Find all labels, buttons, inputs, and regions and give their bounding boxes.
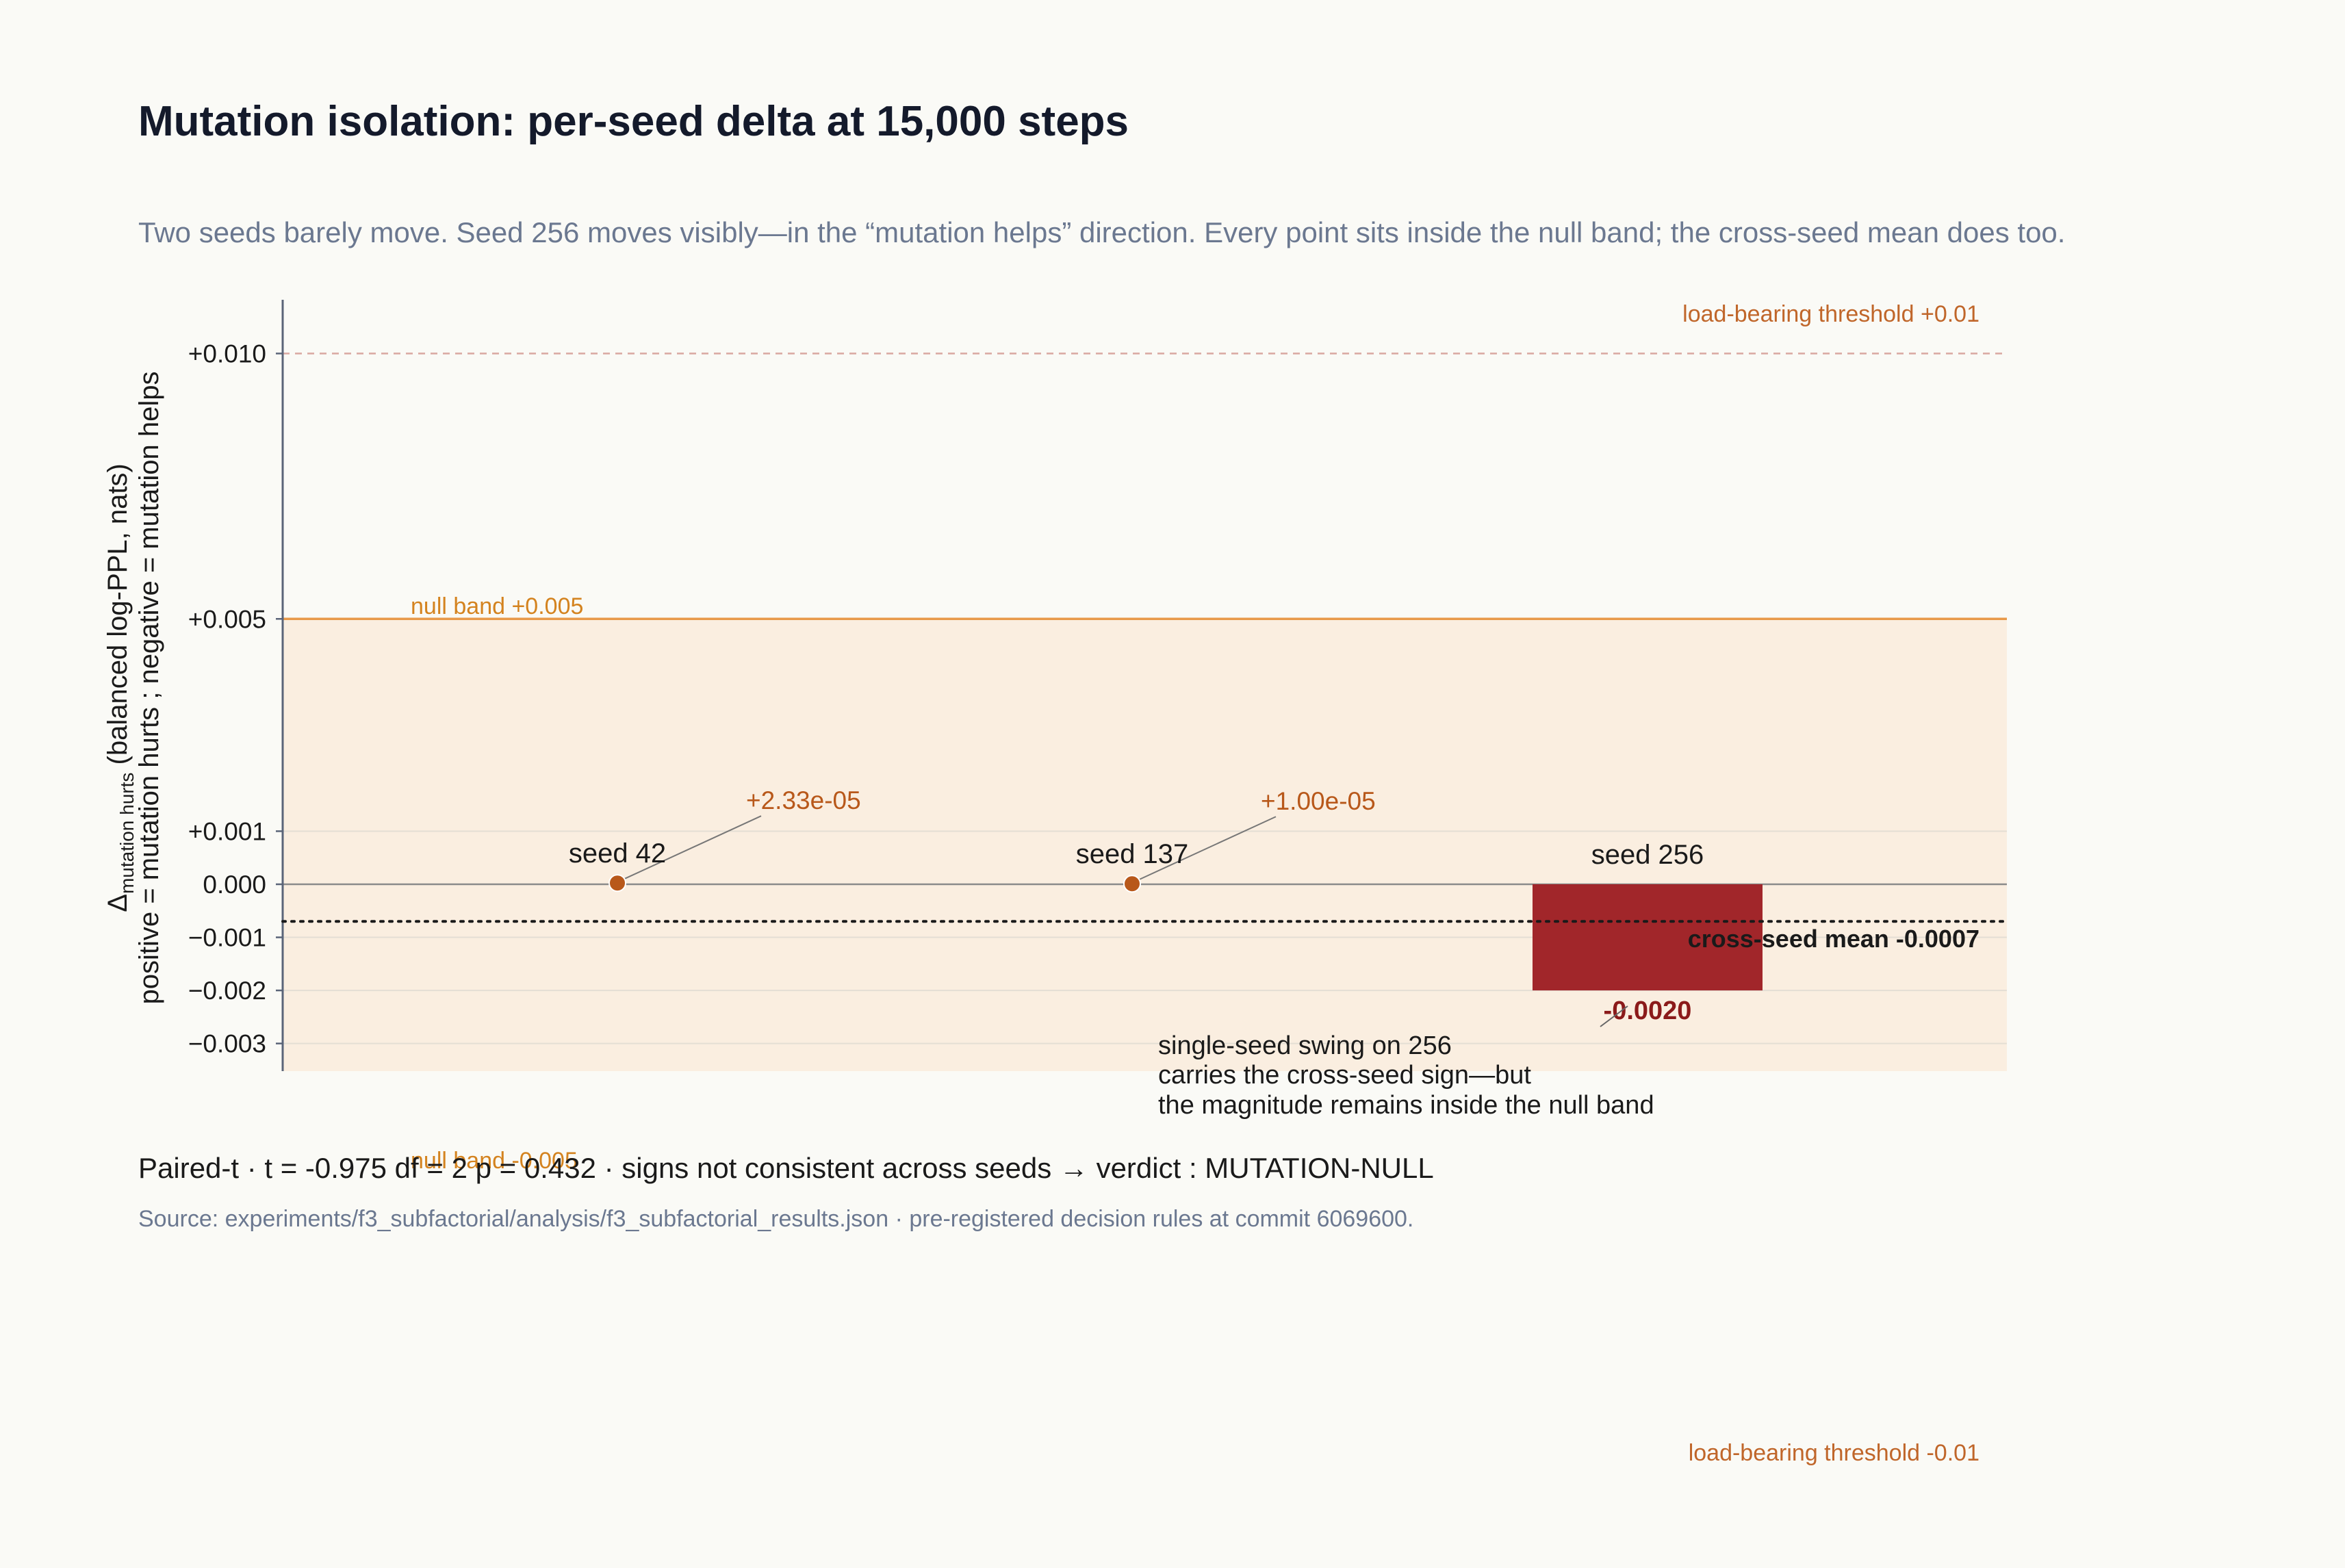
cross-seed-mean-label: cross-seed mean -0.0007 bbox=[1688, 925, 1979, 953]
y-axis-label-delta: Δ bbox=[103, 894, 133, 912]
category-label: seed 137 bbox=[1076, 839, 1189, 869]
y-axis-label-line-2: positive = mutation hurts ; negative = m… bbox=[134, 372, 164, 1005]
plot-area: +0.010 +0.005 +0.001 0.000 −0.001 −0.002 −0.00… bbox=[188, 300, 2008, 1071]
point-leader-line bbox=[624, 815, 762, 880]
source-line: Source: experiments/f3_subfactorial/anal… bbox=[138, 1206, 1413, 1232]
lower-threshold-label: load-bearing threshold -0.01 bbox=[1689, 1440, 1979, 1466]
y-tick-label: +0.001 bbox=[188, 817, 266, 845]
category-label: seed 256 bbox=[1591, 840, 1704, 870]
chart-subtitle: Two seeds barely move. Seed 256 moves vi… bbox=[138, 216, 2065, 248]
y-axis-label-subscript: mutation hurts bbox=[116, 773, 138, 894]
annotation-line-2: carries the cross-seed sign—but bbox=[1158, 1061, 1531, 1090]
category-label: seed 42 bbox=[569, 838, 666, 869]
annotation-line-1: single-seed swing on 256 bbox=[1158, 1031, 1452, 1060]
null-band-upper-label: null band +0.005 bbox=[411, 593, 583, 619]
y-tick-labels: +0.010 +0.005 +0.001 0.000 −0.001 −0.002 −0.00… bbox=[188, 340, 283, 1058]
bar-value-label: -0.0020 bbox=[1604, 997, 1692, 1025]
upper-threshold-label: load-bearing threshold +0.01 bbox=[1682, 301, 1979, 327]
chart-title: Mutation isolation: per-seed delta at 15… bbox=[138, 98, 1129, 145]
annotation-arrow bbox=[1600, 1005, 1628, 1027]
data-marks: seed 42 +2.33e-05 seed 137 +1.00e-05 seed 25… bbox=[569, 786, 1763, 1025]
point-leader-line bbox=[1138, 816, 1277, 881]
y-tick-label: 0.000 bbox=[203, 871, 266, 899]
y-tick-label: +0.010 bbox=[188, 340, 266, 368]
stats-line: Paired-t · t = -0.975 df = 2 p = 0.432 ·… bbox=[138, 1152, 1434, 1184]
y-tick-label: −0.001 bbox=[188, 924, 266, 952]
y-tick-label: −0.003 bbox=[188, 1030, 266, 1058]
annotation: single-seed swing on 256 carries the cro… bbox=[1158, 1005, 1654, 1120]
point-seed-42 bbox=[608, 874, 626, 892]
annotation-line-3: the magnitude remains inside the null ba… bbox=[1158, 1091, 1654, 1120]
y-tick-label: +0.005 bbox=[188, 605, 266, 633]
bar-seed-256 bbox=[1533, 884, 1763, 991]
null-band-lower-label: null band -0.005 bbox=[411, 1148, 578, 1174]
y-axis-label-unit: (balanced log-PPL, nats) bbox=[103, 463, 133, 772]
null-band bbox=[283, 619, 2007, 1071]
y-axis-label-line-1: Δmutation hurts (balanced log-PPL, nats) bbox=[103, 463, 138, 912]
point-value-label: +2.33e-05 bbox=[746, 786, 861, 814]
y-axis-label: Δmutation hurts (balanced log-PPL, nats)… bbox=[103, 372, 164, 1005]
y-tick-label: −0.002 bbox=[188, 977, 266, 1005]
point-value-label: +1.00e-05 bbox=[1261, 787, 1376, 815]
point-seed-137 bbox=[1123, 875, 1141, 893]
